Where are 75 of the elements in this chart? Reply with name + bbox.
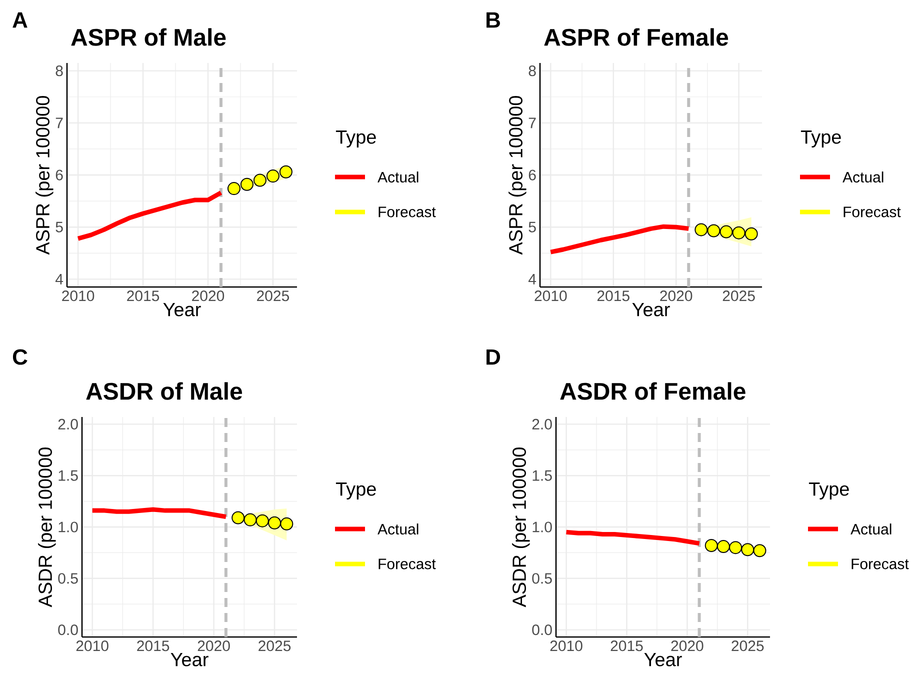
x-tick-label: 2010 (62, 290, 94, 302)
line-series (564, 530, 702, 546)
legend-title: Type (800, 130, 841, 148)
x-tick-label: 2010 (76, 640, 108, 652)
x-tick-label: 2015 (597, 290, 630, 302)
x-tick-label: 2020 (671, 640, 704, 652)
y-tick-label: 1.5 (58, 470, 78, 481)
point (244, 513, 257, 526)
y-tick-label: 0.5 (532, 573, 552, 584)
y-tick-label: 7 (528, 118, 536, 128)
text: C (12, 349, 28, 365)
legend-label: Actual (842, 171, 884, 183)
y-tick-label: 8 (528, 66, 536, 76)
x-tick-label: 2025 (258, 640, 291, 652)
chart-title: ASDR of Male (86, 382, 242, 400)
x-axis-title: Year (163, 303, 201, 316)
y-tick-label: 7 (56, 118, 63, 128)
point (266, 170, 280, 183)
y-tick-label: 5 (56, 222, 63, 232)
point (256, 514, 269, 528)
x-tick-label: 2015 (127, 290, 160, 302)
y-tick-label: 6 (56, 170, 63, 180)
x-tick-label: 2025 (257, 290, 290, 302)
point (280, 517, 294, 530)
x-tick-label: 2015 (610, 640, 643, 652)
point (253, 174, 266, 187)
y-tick-label: 1.5 (532, 470, 552, 481)
x-tick-label: 2020 (660, 290, 692, 302)
y-tick-label: 1.0 (58, 522, 78, 532)
legend-label: Forecast (378, 206, 436, 218)
x-tick-label: 2015 (137, 640, 170, 652)
point (268, 516, 282, 530)
y-tick-label: 2.0 (532, 418, 552, 430)
legend-label: Actual (850, 524, 892, 535)
y-axis-title: ASPR (per 100000 (508, 96, 526, 255)
y-tick-label: 0.5 (58, 573, 78, 584)
y-tick-label: 1.0 (532, 522, 552, 532)
y-tick-label: 2.0 (58, 418, 78, 430)
y-axis-title: ASDR (per 100000 (512, 448, 530, 608)
text: B (486, 12, 500, 28)
chart-title: ASPR of Male (71, 28, 226, 46)
y-axis-title: ASDR (per 100000 (38, 448, 56, 608)
y-tick-label: 0.0 (58, 624, 78, 636)
legend-label: Forecast (852, 558, 909, 570)
y-tick-label: 6 (528, 170, 536, 180)
y-tick-label: 4 (55, 274, 64, 284)
y-axis-title: ASPR (per 100000 (36, 96, 54, 255)
chart-title: ASDR of Female (560, 382, 746, 400)
x-axis-title: Year (170, 653, 208, 666)
legend-title: Type (336, 130, 376, 148)
x-tick-label: 2020 (198, 640, 230, 652)
x-tick-label: 2010 (550, 640, 582, 652)
x-tick-label: 2025 (732, 640, 764, 652)
y-tick-label: 5 (528, 222, 536, 232)
point (279, 165, 292, 178)
legend-label: Actual (378, 524, 418, 535)
y-tick-label: 4 (528, 274, 536, 284)
x-tick-label: 2020 (192, 290, 224, 302)
legend-label: Forecast (378, 558, 436, 570)
chart-title: ASPR of Female (544, 28, 728, 46)
x-axis-title: Year (644, 653, 682, 666)
y-tick-label: 0.0 (532, 624, 552, 636)
legend-label: Forecast (844, 206, 901, 218)
text: A (12, 12, 28, 28)
x-tick-label: 2010 (534, 290, 567, 302)
x-axis-title: Year (632, 303, 670, 316)
text: D (486, 349, 500, 365)
legend-title: Type (336, 482, 376, 500)
point (232, 511, 245, 524)
point (240, 178, 254, 191)
legend-label: Actual (378, 171, 418, 183)
legend-title: Type (808, 482, 849, 500)
point (227, 182, 240, 196)
x-tick-label: 2025 (722, 290, 755, 302)
y-tick-label: 8 (56, 66, 63, 76)
